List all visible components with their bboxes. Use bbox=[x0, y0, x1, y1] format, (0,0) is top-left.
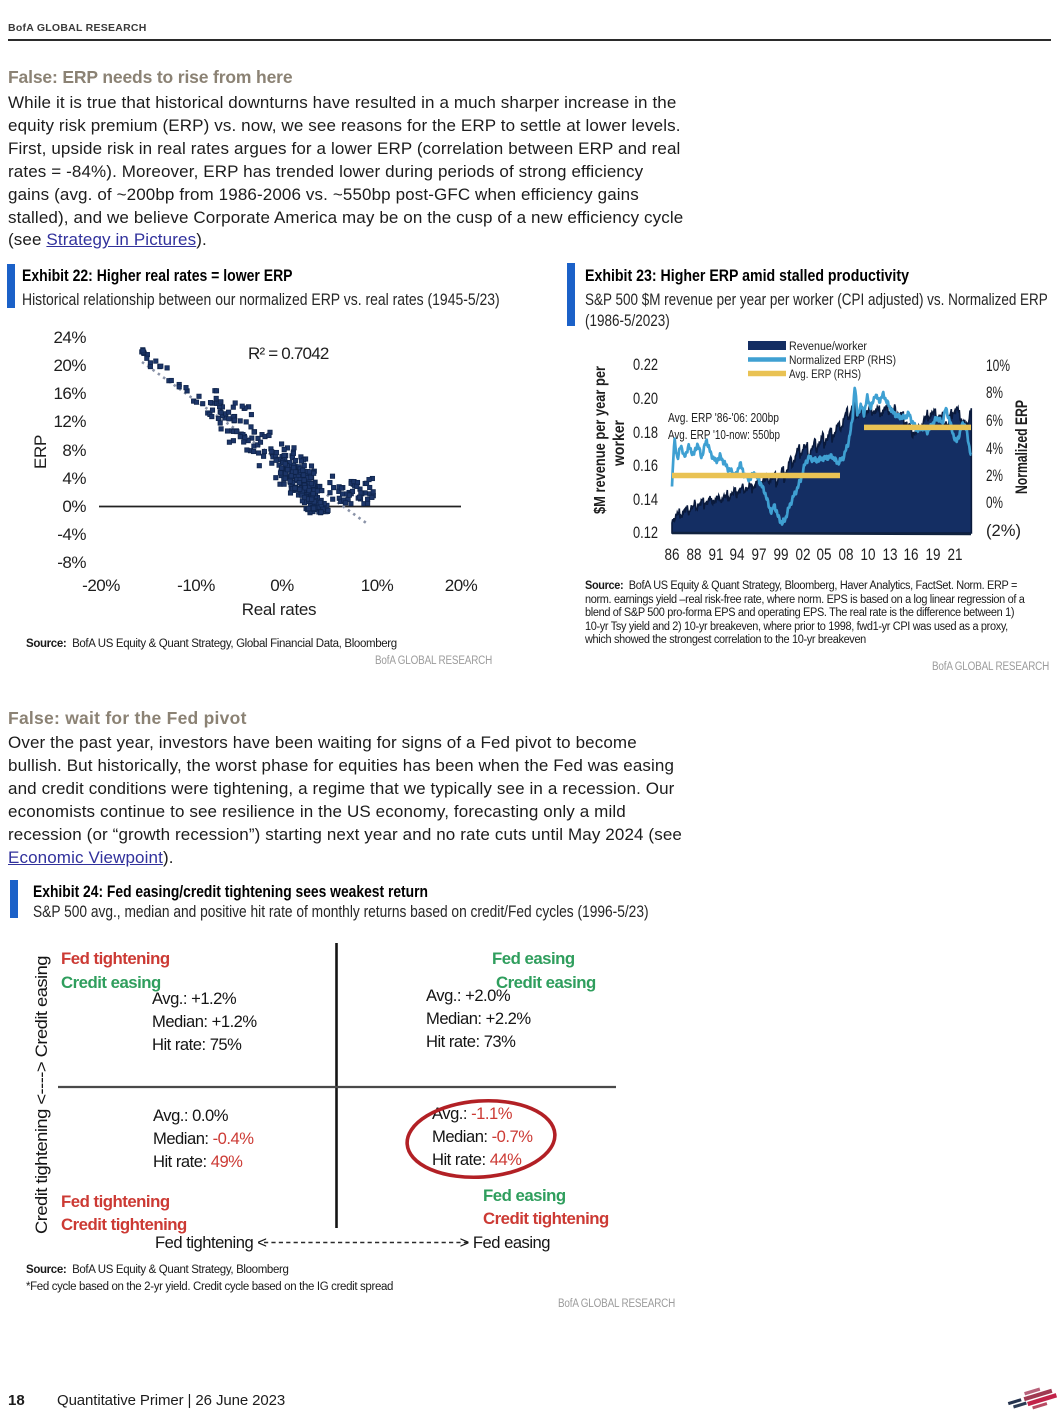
svg-text:20%: 20% bbox=[445, 576, 478, 595]
svg-text:-4%: -4% bbox=[57, 525, 86, 544]
svg-text:8%: 8% bbox=[62, 441, 86, 460]
svg-text:(2%): (2%) bbox=[986, 522, 1021, 540]
svg-text:10: 10 bbox=[861, 546, 876, 564]
svg-text:Fed tightening <: Fed tightening < bbox=[155, 1233, 266, 1252]
svg-text:ERP: ERP bbox=[31, 435, 50, 469]
svg-text:Fed easing: Fed easing bbox=[483, 1186, 566, 1205]
svg-text:91: 91 bbox=[709, 546, 724, 564]
svg-text:16%: 16% bbox=[53, 384, 86, 403]
svg-text:0%: 0% bbox=[62, 497, 86, 516]
svg-text:Median: -0.4%: Median: -0.4% bbox=[153, 1129, 254, 1148]
svg-text:Hit rate: 49%: Hit rate: 49% bbox=[153, 1152, 243, 1171]
svg-text:Median: -0.7%: Median: -0.7% bbox=[432, 1127, 533, 1146]
svg-text:99: 99 bbox=[774, 546, 789, 564]
svg-text:Credit easing: Credit easing bbox=[496, 973, 596, 992]
svg-text:Normalized ERP (RHS): Normalized ERP (RHS) bbox=[789, 353, 896, 367]
svg-text:Median: +1.2%: Median: +1.2% bbox=[152, 1012, 257, 1031]
svg-text:4%: 4% bbox=[62, 469, 86, 488]
svg-text:10%: 10% bbox=[361, 576, 394, 595]
svg-text:-10%: -10% bbox=[177, 576, 215, 595]
svg-text:R² = 0.7042: R² = 0.7042 bbox=[248, 344, 329, 363]
svg-text:Hit rate: 75%: Hit rate: 75% bbox=[152, 1035, 242, 1054]
svg-text:05: 05 bbox=[817, 546, 832, 564]
svg-text:13: 13 bbox=[883, 546, 898, 564]
svg-text:Avg.: +1.2%: Avg.: +1.2% bbox=[152, 989, 237, 1008]
svg-text:0.18: 0.18 bbox=[633, 424, 658, 442]
svg-text:0%: 0% bbox=[986, 494, 1003, 512]
svg-text:Avg. ERP '10-now: 550bp: Avg. ERP '10-now: 550bp bbox=[668, 428, 780, 442]
svg-text:88: 88 bbox=[687, 546, 702, 564]
svg-text:20%: 20% bbox=[53, 356, 86, 375]
svg-text:02: 02 bbox=[796, 546, 811, 564]
svg-text:0.20: 0.20 bbox=[633, 390, 658, 408]
svg-text:Real rates: Real rates bbox=[242, 600, 316, 619]
svg-text:Credit tightening: Credit tightening bbox=[61, 1215, 187, 1234]
svg-text:19: 19 bbox=[926, 546, 941, 564]
svg-text:0.22: 0.22 bbox=[633, 356, 658, 374]
svg-text:0.14: 0.14 bbox=[633, 491, 658, 509]
svg-text:Hit rate: 44%: Hit rate: 44% bbox=[432, 1150, 522, 1169]
svg-text:10%: 10% bbox=[986, 357, 1010, 375]
svg-text:Revenue/worker: Revenue/worker bbox=[789, 339, 867, 353]
svg-text:Credit tightening: Credit tightening bbox=[483, 1209, 609, 1228]
svg-text:94: 94 bbox=[730, 546, 745, 564]
svg-text:Hit rate: 73%: Hit rate: 73% bbox=[426, 1032, 516, 1051]
svg-text:4%: 4% bbox=[986, 440, 1003, 458]
svg-text:2%: 2% bbox=[986, 467, 1003, 485]
svg-text:-20%: -20% bbox=[82, 576, 120, 595]
svg-text:Credit easing: Credit easing bbox=[61, 973, 161, 992]
svg-text:-8%: -8% bbox=[57, 553, 86, 572]
svg-text:12%: 12% bbox=[53, 412, 86, 431]
svg-text:16: 16 bbox=[904, 546, 919, 564]
svg-text:0.16: 0.16 bbox=[633, 457, 658, 475]
svg-text:$M revenue per year per: $M revenue per year per bbox=[592, 366, 609, 514]
svg-text:Avg.: -1.1%: Avg.: -1.1% bbox=[432, 1104, 513, 1123]
svg-text:0%: 0% bbox=[270, 576, 294, 595]
svg-text:Credit tightening <----> Credi: Credit tightening <----> Credit easing bbox=[32, 956, 51, 1234]
svg-text:worker: worker bbox=[611, 420, 628, 467]
svg-text:Avg. ERP (RHS): Avg. ERP (RHS) bbox=[789, 367, 861, 381]
svg-text:Median: +2.2%: Median: +2.2% bbox=[426, 1009, 531, 1028]
svg-text:24%: 24% bbox=[53, 330, 86, 347]
svg-text:Fed tightening: Fed tightening bbox=[61, 949, 170, 968]
svg-text:> Fed easing: > Fed easing bbox=[460, 1233, 551, 1252]
svg-text:6%: 6% bbox=[986, 412, 1003, 430]
svg-text:Fed easing: Fed easing bbox=[492, 949, 575, 968]
svg-text:Avg.: 0.0%: Avg.: 0.0% bbox=[153, 1106, 229, 1125]
svg-text:8%: 8% bbox=[986, 384, 1003, 402]
svg-text:97: 97 bbox=[752, 546, 767, 564]
svg-text:Fed tightening: Fed tightening bbox=[61, 1192, 170, 1211]
svg-text:Avg.: +2.0%: Avg.: +2.0% bbox=[426, 986, 511, 1005]
svg-text:Normalized ERP: Normalized ERP bbox=[1013, 400, 1031, 494]
svg-text:0.12: 0.12 bbox=[633, 524, 658, 542]
svg-text:08: 08 bbox=[839, 546, 854, 564]
svg-text:86: 86 bbox=[665, 546, 680, 564]
svg-text:21: 21 bbox=[948, 546, 963, 564]
svg-text:Avg. ERP '86-'06: 200bp: Avg. ERP '86-'06: 200bp bbox=[668, 411, 779, 425]
